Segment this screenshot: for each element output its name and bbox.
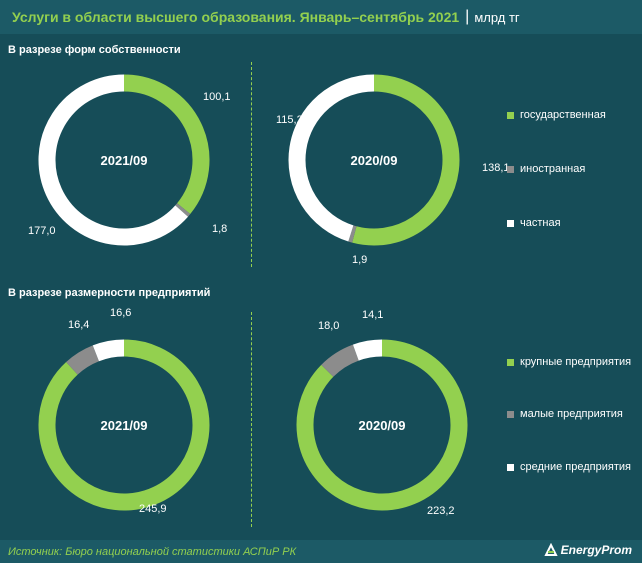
donut-1-value-label-state: 138,1	[482, 162, 510, 174]
chart-unit: млрд тг	[474, 9, 520, 25]
donut-3-segment-small	[321, 344, 360, 378]
legend-label-foreign: иностранная	[520, 163, 586, 175]
source-note: Источник: Бюро национальной статистики А…	[8, 545, 297, 558]
legend-label-small: малые предприятия	[520, 408, 623, 420]
section-divider-top	[251, 62, 252, 267]
donut-1-segment-private	[288, 74, 375, 242]
donut-3-center-label: 2020/09	[359, 418, 406, 433]
donut-3-value-label-small: 18,0	[318, 320, 339, 332]
legend-item-state: государственная	[507, 109, 606, 121]
donut-1-segment-foreign	[348, 225, 357, 243]
legend-label-private: частная	[520, 217, 561, 229]
donut-1-value-label-private: 115,2	[276, 114, 303, 126]
donut-0-value-label-private: 177,0	[28, 225, 56, 237]
section-divider-bottom	[251, 312, 252, 527]
legend-item-foreign: иностранная	[507, 163, 585, 175]
legend-swatch-small	[507, 410, 514, 418]
legend-swatch-foreign	[507, 165, 514, 173]
donut-0-segment-state	[123, 74, 210, 215]
energyprom-logo-text: EnergyProm	[560, 543, 632, 557]
section-title-ownership: В разрезе форм собственности	[8, 44, 181, 56]
legend-swatch-state	[507, 111, 514, 119]
legend-item-medium: средние предприятия	[507, 461, 631, 473]
donut-2-value-label-large: 245,9	[139, 503, 167, 515]
donut-0-center-label: 2021/09	[101, 153, 148, 168]
donut-1-value-label-foreign: 1,9	[352, 254, 367, 266]
chart-title: Услуги в области высшего образования. Ян…	[12, 9, 460, 25]
legend-swatch-medium	[507, 463, 514, 471]
title-separator: |	[465, 8, 470, 25]
legend-item-small: малые предприятия	[507, 408, 623, 420]
chart-footer: Источник: Бюро национальной статистики А…	[0, 540, 642, 563]
legend-swatch-large	[507, 358, 514, 366]
donut-0-segment-private	[38, 74, 188, 246]
donut-0-value-label-foreign: 1,8	[212, 223, 227, 235]
donut-1-center-label: 2020/09	[351, 153, 398, 168]
section-title-enterprise-size: В разрезе размерности предприятий	[8, 287, 211, 299]
donut-3-segment-medium	[352, 339, 383, 361]
energyprom-logo: EnergyProm	[544, 543, 632, 557]
legend-label-large: крупные предприятия	[520, 356, 632, 368]
donut-1-segment-state	[352, 74, 460, 246]
legend-item-large: крупные предприятия	[507, 356, 631, 368]
donut-3-segment-large	[296, 339, 468, 511]
energyprom-logo-icon	[544, 543, 558, 556]
donut-2-segment-large	[38, 339, 210, 511]
donut-0-segment-foreign	[175, 203, 191, 217]
legend-label-state: государственная	[520, 109, 606, 121]
donut-3-value-label-large: 223,2	[427, 505, 455, 517]
legend-item-private: частная	[507, 217, 561, 229]
legend-label-medium: средние предприятия	[520, 461, 631, 473]
donut-3-value-label-medium: 14,1	[362, 309, 383, 321]
donut-2-value-label-medium: 16,6	[110, 307, 131, 319]
donut-2-center-label: 2021/09	[101, 418, 148, 433]
legend-swatch-private	[507, 219, 514, 227]
donut-2-segment-small	[66, 345, 100, 375]
donut-2-value-label-small: 16,4	[68, 319, 89, 331]
donut-2-segment-medium	[92, 339, 125, 362]
donut-0-value-label-state: 100,1	[203, 91, 231, 103]
chart-header: Услуги в области высшего образования. Ян…	[0, 0, 642, 34]
